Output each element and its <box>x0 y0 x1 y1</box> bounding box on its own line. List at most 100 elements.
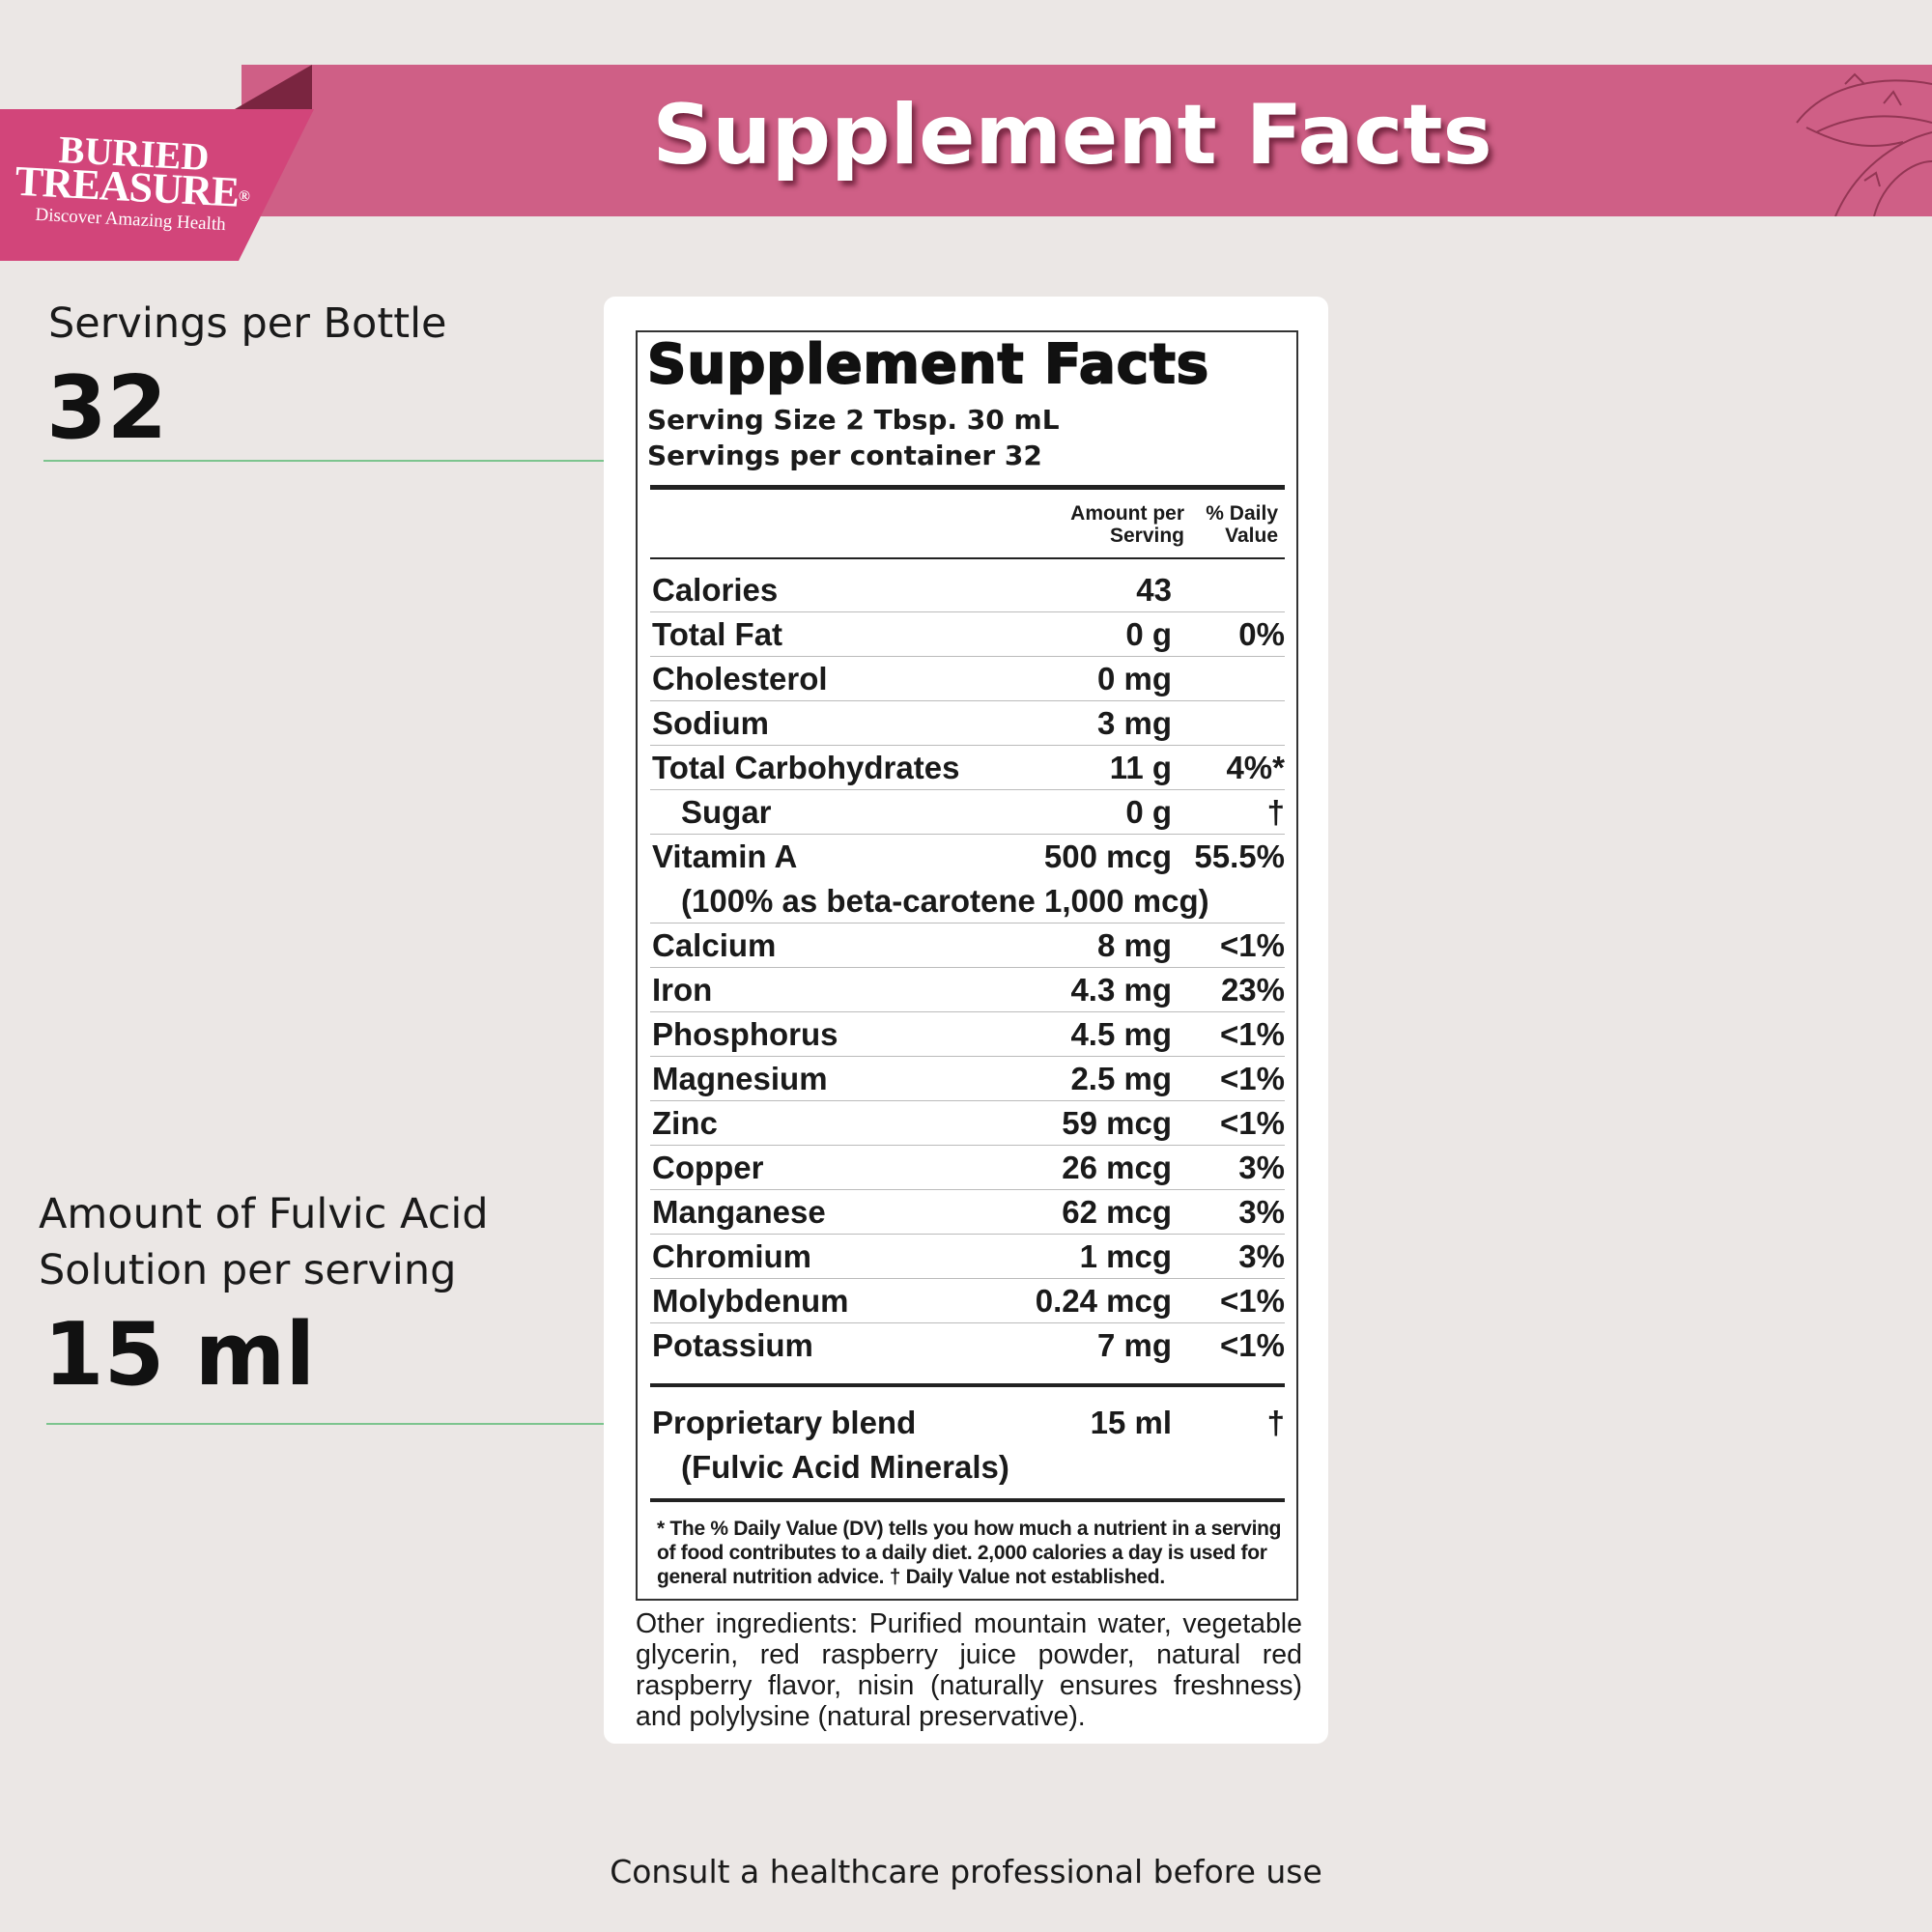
nutrient-dv: 0% <box>1238 616 1285 652</box>
divider <box>650 1383 1285 1387</box>
servings-value: 32 <box>46 357 168 459</box>
nutrient-amount: 26 mcg <box>1062 1150 1172 1185</box>
nutrient-row: Molybdenum 0.24 mcg <1% <box>650 1279 1285 1323</box>
servings-per-container: Servings per container 32 <box>647 440 1042 471</box>
brand-logo: BURIED TREASURE® Discover Amazing Health <box>10 128 256 239</box>
nutrient-name: (Fulvic Acid Minerals) <box>681 1449 1009 1485</box>
nutrient-name: Copper <box>652 1150 764 1185</box>
nutrient-dv: <1% <box>1220 1061 1285 1096</box>
nutrient-row: Total Carbohydrates 11 g 4%* <box>650 746 1285 790</box>
nutrient-amount: 4.3 mg <box>1070 972 1172 1008</box>
nutrient-amount: 1 mcg <box>1079 1238 1172 1274</box>
col-amount-2: Serving <box>1109 525 1184 547</box>
nutrient-name: (100% as beta-carotene 1,000 mcg) <box>681 883 1209 919</box>
col-dv-2: Value <box>1225 525 1278 547</box>
nutrient-amount: 15 ml <box>1090 1405 1172 1440</box>
nutrient-name: Sugar <box>681 794 772 830</box>
nutrient-amount: 500 mcg <box>1043 838 1172 874</box>
nutrient-name: Chromium <box>652 1238 811 1274</box>
callout-line <box>43 460 623 462</box>
nutrient-amount: 0 g <box>1125 616 1172 652</box>
nutrient-name: Zinc <box>652 1105 718 1141</box>
nutrient-name: Iron <box>652 972 713 1008</box>
nutrient-amount: 59 mcg <box>1062 1105 1172 1141</box>
nutrient-row: Copper 26 mcg 3% <box>650 1146 1285 1190</box>
nutrient-row: Potassium 7 mg <1% <box>650 1323 1285 1368</box>
nutrient-row: (Fulvic Acid Minerals) <box>650 1445 1285 1490</box>
nutrient-dv: 3% <box>1238 1150 1285 1185</box>
nutrient-dv: <1% <box>1220 1105 1285 1141</box>
nutrient-row: Magnesium 2.5 mg <1% <box>650 1057 1285 1101</box>
serving-size: Serving Size 2 Tbsp. 30 mL <box>647 404 1060 436</box>
nutrient-row: Sugar 0 g † <box>650 790 1285 835</box>
supplement-facts-label <box>636 330 1298 1601</box>
nutrient-name: Molybdenum <box>652 1283 849 1319</box>
nutrient-amount: 0 mg <box>1096 661 1172 696</box>
nutrient-dv: <1% <box>1220 1283 1285 1319</box>
nutrient-name: Vitamin A <box>652 838 798 874</box>
nutrient-dv: <1% <box>1220 1016 1285 1052</box>
nutrient-amount: 2.5 mg <box>1070 1061 1172 1096</box>
nutrient-name: Total Fat <box>652 616 783 652</box>
callout-line <box>46 1423 622 1425</box>
nutrient-dv: 3% <box>1238 1238 1285 1274</box>
nutrient-row: Manganese 62 mcg 3% <box>650 1190 1285 1235</box>
nutrient-name: Total Carbohydrates <box>652 750 960 785</box>
nutrient-row: Phosphorus 4.5 mg <1% <box>650 1012 1285 1057</box>
nutrient-row: (100% as beta-carotene 1,000 mcg) <box>650 879 1285 923</box>
col-dv-1: % Daily <box>1206 502 1278 525</box>
fulvic-value: 15 ml <box>43 1304 316 1406</box>
divider <box>650 1498 1285 1502</box>
registered-mark: ® <box>238 187 250 206</box>
divider <box>650 557 1285 559</box>
nutrient-amount: 3 mg <box>1096 705 1172 741</box>
nutrient-dv: 55.5% <box>1194 838 1285 874</box>
nutrient-row: Total Fat 0 g 0% <box>650 612 1285 657</box>
header-banner <box>242 65 1932 216</box>
nutrient-dv: 4%* <box>1226 750 1285 785</box>
ribbon-fold <box>235 65 312 109</box>
nutrient-row: Sodium 3 mg <box>650 701 1285 746</box>
nutrient-amount: 62 mcg <box>1062 1194 1172 1230</box>
banner-title: Supplement Facts <box>652 87 1492 184</box>
nutrient-name: Magnesium <box>652 1061 828 1096</box>
nutrient-row: Calories 43 <box>650 568 1285 612</box>
fulvic-label-2: Solution per serving <box>39 1246 457 1294</box>
nutrient-row: Proprietary blend 15 ml † <box>650 1401 1285 1445</box>
nutrient-dv: <1% <box>1220 927 1285 963</box>
nutrient-amount: 8 mg <box>1096 927 1172 963</box>
divider <box>650 485 1285 490</box>
nutrient-row: Cholesterol 0 mg <box>650 657 1285 701</box>
nutrient-name: Calcium <box>652 927 777 963</box>
nutrient-dv: † <box>1266 1405 1285 1440</box>
nutrient-row: Vitamin A 500 mcg 55.5% <box>650 835 1285 879</box>
facts-card <box>604 297 1328 1744</box>
nutrient-name: Potassium <box>652 1327 813 1363</box>
fulvic-label-1: Amount of Fulvic Acid <box>39 1190 489 1238</box>
nutrient-name: Manganese <box>652 1194 826 1230</box>
nutrient-name: Calories <box>652 572 779 608</box>
nutrient-amount: 0 g <box>1125 794 1172 830</box>
nutrient-row: Chromium 1 mcg 3% <box>650 1235 1285 1279</box>
nutrient-amount: 11 g <box>1109 750 1172 785</box>
nutrient-amount: 0.24 mcg <box>1035 1283 1172 1319</box>
nutrient-row: Calcium 8 mg <1% <box>650 923 1285 968</box>
servings-label: Servings per Bottle <box>48 299 447 348</box>
nutrient-dv: 3% <box>1238 1194 1285 1230</box>
other-ingredients: Other ingredients: Purified mountain wat… <box>636 1608 1302 1732</box>
nutrient-amount: 4.5 mg <box>1070 1016 1172 1052</box>
label-title: Supplement Facts <box>646 332 1210 397</box>
col-amount-1: Amount per <box>1070 502 1184 525</box>
nutrient-dv: <1% <box>1220 1327 1285 1363</box>
nutrient-amount: 43 <box>1136 572 1172 608</box>
nutrient-dv: 23% <box>1220 972 1285 1008</box>
nutrient-dv: † <box>1266 794 1285 830</box>
nutrient-name: Phosphorus <box>652 1016 838 1052</box>
nutrient-amount: 7 mg <box>1096 1327 1172 1363</box>
footnote: * The % Daily Value (DV) tells you how m… <box>657 1518 1282 1588</box>
consult-notice: Consult a healthcare professional before… <box>610 1853 1322 1890</box>
nutrient-row: Zinc 59 mcg <1% <box>650 1101 1285 1146</box>
leaf-icon <box>1796 72 1932 216</box>
nutrient-name: Sodium <box>652 705 769 741</box>
nutrient-name: Cholesterol <box>652 661 828 696</box>
